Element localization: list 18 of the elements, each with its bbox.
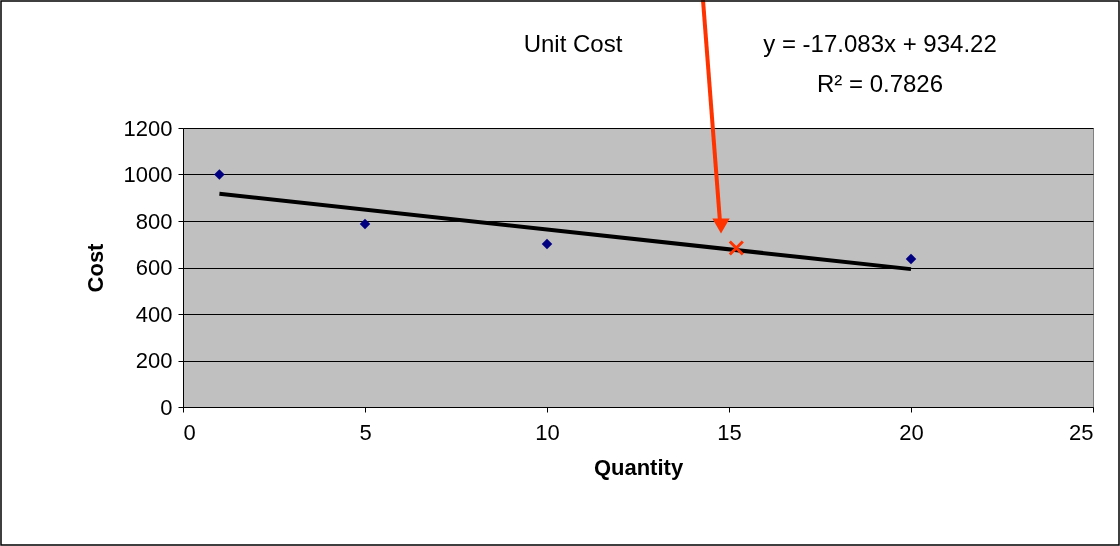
y-tick-label: 1000 bbox=[123, 162, 173, 187]
text: R² = 0.7826 bbox=[816, 70, 944, 97]
y-tick-label: 600 bbox=[135, 255, 173, 280]
y-tick-label: 400 bbox=[135, 301, 173, 327]
x-axis-title: Quantity bbox=[593, 454, 684, 480]
x-tick-label: 20 bbox=[899, 419, 924, 445]
x-tick-label: 5 bbox=[359, 419, 372, 445]
y-tick-label: 1200 bbox=[123, 115, 173, 141]
text: y = -17.083x + 934.22 bbox=[763, 30, 997, 57]
x-tick-label: 10 bbox=[535, 419, 560, 445]
x-tick-label: 25 bbox=[1069, 419, 1094, 445]
x-tick-label: 0 bbox=[183, 419, 196, 445]
chart-title: Unit Cost bbox=[523, 30, 623, 57]
y-tick-label: 0 bbox=[160, 394, 173, 420]
y-tick-label: 800 bbox=[135, 208, 173, 234]
y-axis-title: Cost bbox=[82, 242, 108, 293]
x-tick-label: 15 bbox=[717, 419, 742, 445]
y-tick-label: 200 bbox=[135, 348, 173, 373]
